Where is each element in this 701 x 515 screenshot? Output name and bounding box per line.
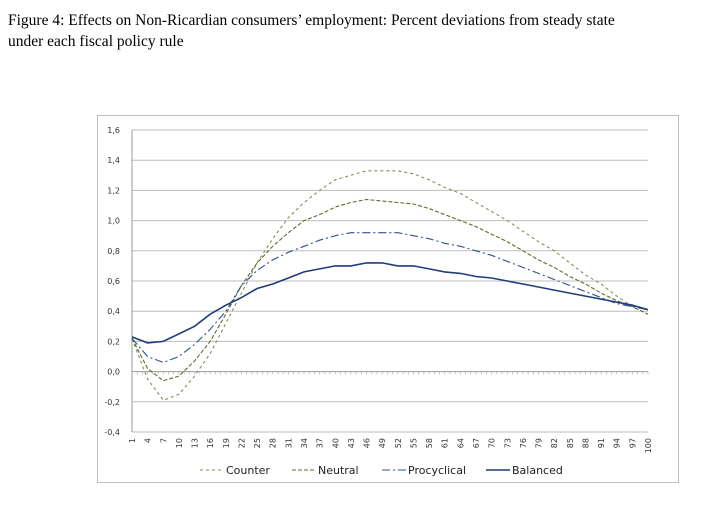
series-line-balanced bbox=[131, 262, 649, 344]
series-line-procyclical bbox=[131, 232, 649, 364]
legend-label: Balanced bbox=[512, 464, 563, 477]
series-line-counter bbox=[131, 170, 649, 401]
series-line-neutral bbox=[131, 198, 649, 382]
legend-label: Counter bbox=[226, 464, 270, 477]
x-tick-label: 31 bbox=[284, 438, 293, 448]
x-tick-label: 16 bbox=[206, 438, 215, 448]
x-tick-label: 1 bbox=[128, 438, 137, 443]
x-tick-label: 22 bbox=[237, 438, 246, 448]
figure-title: Figure 4: Effects on Non-Ricardian consu… bbox=[8, 10, 698, 52]
x-tick-label: 43 bbox=[347, 438, 356, 448]
y-tick-label: -0,4 bbox=[104, 428, 120, 437]
x-tick-label: 82 bbox=[550, 438, 559, 448]
legend-label: Neutral bbox=[318, 464, 359, 477]
chart-frame bbox=[97, 115, 679, 483]
x-tick-label: 70 bbox=[488, 438, 497, 448]
x-tick-label: 91 bbox=[597, 438, 606, 448]
x-tick-label: 67 bbox=[472, 438, 481, 448]
y-tick-label: 1,0 bbox=[107, 217, 120, 226]
y-tick-label: 1,4 bbox=[107, 156, 120, 165]
x-tick-label: 13 bbox=[191, 438, 200, 448]
y-tick-label: 0,0 bbox=[107, 368, 120, 377]
x-tick-label: 76 bbox=[519, 438, 528, 448]
x-tick-label: 88 bbox=[581, 438, 590, 448]
x-tick-label: 37 bbox=[316, 438, 325, 448]
y-tick-label: 0,8 bbox=[107, 247, 120, 256]
x-tick-label: 55 bbox=[409, 438, 418, 448]
y-tick-label: 0,4 bbox=[107, 307, 120, 316]
x-tick-label: 28 bbox=[269, 438, 278, 448]
x-tick-label: 52 bbox=[394, 438, 403, 448]
x-tick-label: 40 bbox=[331, 438, 340, 448]
x-tick-label: 7 bbox=[159, 438, 168, 443]
x-tick-label: 85 bbox=[566, 438, 575, 448]
x-tick-label: 58 bbox=[425, 438, 434, 448]
y-tick-label: -0,2 bbox=[104, 398, 120, 407]
x-tick-label: 94 bbox=[613, 438, 622, 448]
x-tick-label: 4 bbox=[144, 438, 153, 443]
legend-label: Procyclical bbox=[408, 464, 466, 477]
x-tick-label: 46 bbox=[363, 438, 372, 448]
x-tick-label: 61 bbox=[441, 438, 450, 448]
x-tick-label: 79 bbox=[535, 438, 544, 448]
x-tick-label: 97 bbox=[628, 438, 637, 448]
x-tick-label: 25 bbox=[253, 438, 262, 448]
x-tick-label: 34 bbox=[300, 438, 309, 448]
x-tick-label: 49 bbox=[378, 438, 387, 448]
y-tick-label: 1,6 bbox=[107, 126, 120, 135]
x-tick-label: 10 bbox=[175, 438, 184, 448]
x-tick-label: 19 bbox=[222, 438, 231, 448]
title-line-2: under each fiscal policy rule bbox=[8, 33, 184, 50]
x-tick-label: 64 bbox=[456, 438, 465, 448]
x-tick-label: 73 bbox=[503, 438, 512, 448]
title-line-1: Figure 4: Effects on Non-Ricardian consu… bbox=[8, 12, 615, 29]
y-tick-label: 1,2 bbox=[107, 186, 120, 195]
y-tick-label: 0,6 bbox=[107, 277, 120, 286]
y-tick-label: 0,2 bbox=[107, 337, 120, 346]
x-tick-label: 100 bbox=[644, 438, 653, 453]
